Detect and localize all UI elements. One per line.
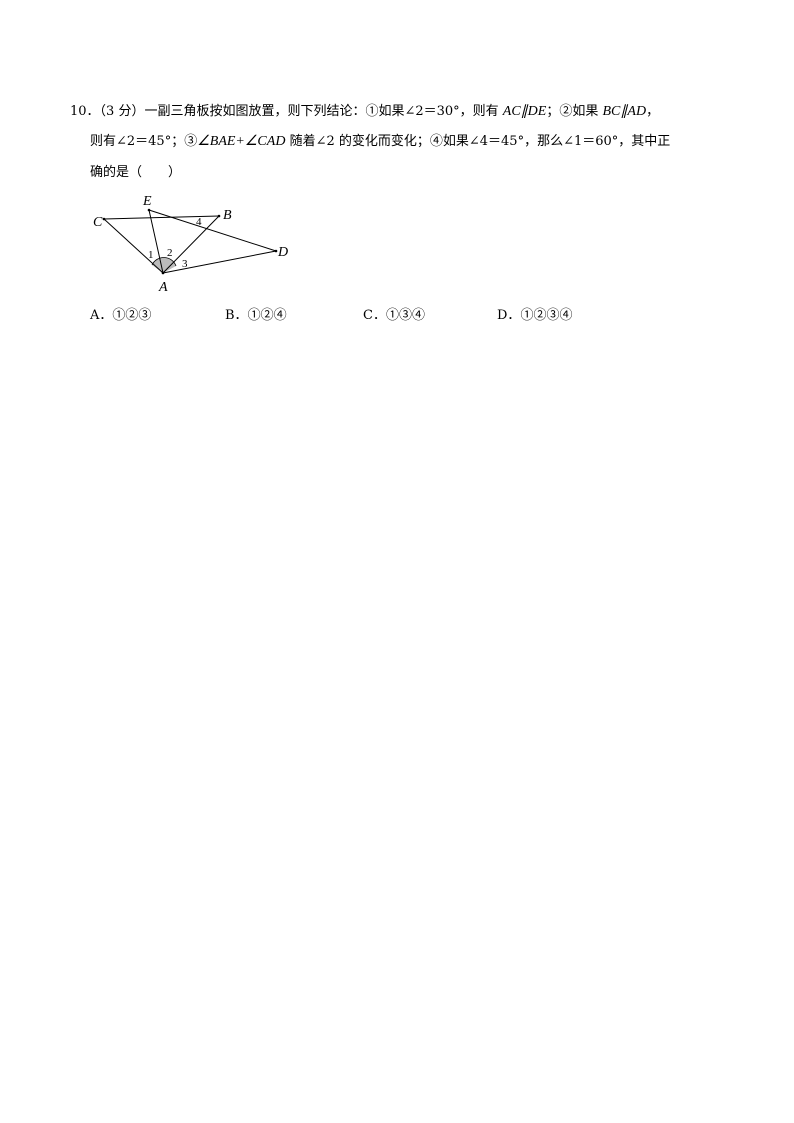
angle-label-4: 4 xyxy=(196,216,202,228)
point-label-a: A xyxy=(158,280,168,295)
question-score: （3 分） xyxy=(99,104,145,119)
angle-arc xyxy=(151,257,177,267)
option-text: ①③④ xyxy=(385,308,425,323)
question-line-1: 10．（3 分）一副三角板按如图放置，则下列结论：①如果∠2＝30°，则有 AC… xyxy=(70,104,659,120)
question-number: 10． xyxy=(70,104,100,119)
question-text: 则有∠2＝45°；③ xyxy=(90,134,198,149)
option-letter: A． xyxy=(90,308,113,323)
option-text: ①②③④ xyxy=(520,308,573,323)
option-text: ①②③ xyxy=(112,308,152,323)
option-c[interactable]: C．①③④ xyxy=(363,304,425,323)
segment-ed xyxy=(148,209,277,252)
question-line-3: 确的是（ ） xyxy=(90,165,182,180)
option-letter: C． xyxy=(363,308,386,323)
angle-label-2: 2 xyxy=(167,247,173,259)
segment-cb xyxy=(103,215,220,220)
angle-shading xyxy=(152,257,176,273)
question-text: 随着∠2 的变化而变化；④如果∠4＝45°，那么∠1＝60°，其中正 xyxy=(285,134,671,149)
option-text: ①②④ xyxy=(247,308,287,323)
geometry-figure: E C B D A 1 2 3 4 xyxy=(93,194,288,295)
math-angle-sum: ∠BAE+∠CAD xyxy=(197,134,286,149)
math-bc-parallel-ad: BC∥AD xyxy=(602,104,647,119)
option-d[interactable]: D．①②③④ xyxy=(497,304,572,323)
segment-ca xyxy=(103,218,164,274)
question-line-2: 则有∠2＝45°；③∠BAE+∠CAD 随着∠2 的变化而变化；④如果∠4＝45… xyxy=(90,134,670,150)
option-letter: B． xyxy=(225,308,248,323)
question-text: 一副三角板按如图放置，则下列结论：①如果∠2＝30°，则有 xyxy=(144,104,503,119)
point-label-b: B xyxy=(223,208,232,223)
point-label-e: E xyxy=(142,194,152,209)
option-b[interactable]: B．①②④ xyxy=(225,304,287,323)
point-label-c: C xyxy=(93,215,103,230)
question-text: ， xyxy=(646,104,660,119)
point-label-d: D xyxy=(277,245,288,260)
question-text: ；②如果 xyxy=(546,104,603,119)
option-letter: D． xyxy=(497,308,521,323)
segment-ad xyxy=(162,250,277,274)
option-a[interactable]: A．①②③ xyxy=(90,304,151,323)
segment-ba xyxy=(162,215,220,274)
segment-ea xyxy=(148,209,164,274)
angle-label-1: 1 xyxy=(148,249,154,261)
math-ac-parallel-de: AC∥DE xyxy=(502,104,547,119)
angle-label-3: 3 xyxy=(182,258,188,270)
